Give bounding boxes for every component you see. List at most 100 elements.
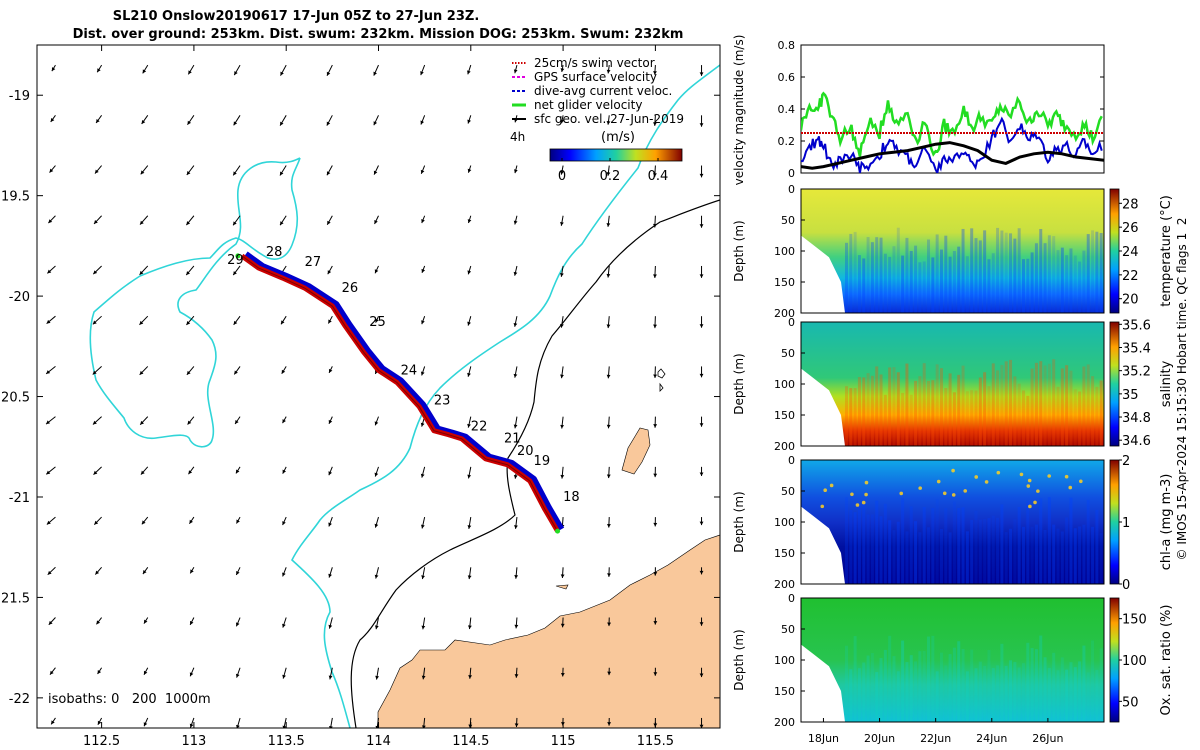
velocity-vector [143, 717, 149, 727]
section-profile-stripe [974, 510, 978, 584]
velocity-vector [47, 265, 56, 274]
section-field [801, 460, 1104, 584]
section-profile-stripe [914, 521, 918, 584]
section-profile-stripe [1099, 533, 1103, 584]
velocity-vector [93, 516, 102, 525]
section-profile-stripe [879, 516, 883, 584]
colorbar-tick-label: 24 [1122, 245, 1139, 260]
velocity-y-tick-label: 0.8 [778, 39, 796, 52]
section-profile-stripe [1065, 255, 1069, 313]
section-profile-stripe [875, 237, 879, 313]
velocity-vector-head [374, 269, 379, 274]
velocity-vector-head [235, 622, 240, 627]
colorbar-tick-label: 20 [1122, 293, 1139, 308]
velocity-vector [233, 64, 241, 76]
velocity-vector-head [328, 675, 333, 680]
velocity-vector-head [50, 117, 55, 122]
velocity-vector-head [699, 324, 704, 328]
section-profile-stripe [1056, 528, 1060, 584]
section-profile-stripe [1099, 648, 1103, 722]
chart-title-line1: SL210 Onslow20190617 17-Jun 05Z to 27-Ju… [113, 9, 480, 24]
velocity-vector-head [190, 620, 194, 625]
section-profile-stripe [948, 532, 952, 584]
section-profile-stripe [1069, 662, 1073, 722]
map-y-tick-label: -19 [9, 89, 30, 104]
colorbar-tick-label: 35 [1122, 388, 1139, 403]
time-tick-label: 24Jun [976, 732, 1007, 745]
speed-colorbar-tick-label: 0.2 [600, 169, 621, 184]
velocity-vector [46, 516, 56, 525]
surface-velocity-vectors [45, 64, 704, 728]
velocity-vector-head [653, 672, 658, 676]
velocity-vector-head [560, 623, 565, 628]
map-x-axis: 112.5 113 113.5 114 114.5 115 115.5 [83, 45, 674, 749]
section-profile-stripe [896, 521, 900, 584]
velocity-vector [46, 315, 56, 325]
velocity-vector [560, 316, 564, 328]
land-island-east [621, 427, 651, 475]
chl-sample-speck [963, 489, 968, 493]
velocity-vector [607, 717, 612, 726]
section-profile-stripe [1073, 667, 1077, 722]
colorbar-prefix: 4h [510, 130, 525, 144]
velocity-vector-head [653, 173, 657, 177]
velocity-vector-head [699, 123, 704, 127]
velocity-vector [699, 366, 704, 378]
velocity-vector-head [699, 373, 704, 378]
section-profile-stripe [883, 394, 887, 446]
velocity-vector-head [186, 171, 191, 175]
velocity-vector-head [513, 424, 518, 429]
velocity-vector-head [94, 169, 99, 174]
velocity-vector [420, 466, 426, 478]
velocity-vector [606, 165, 611, 176]
velocity-vector [421, 667, 426, 680]
velocity-vector-head [140, 420, 144, 425]
velocity-vector [467, 466, 472, 479]
velocity-vector [45, 466, 56, 475]
velocity-vector [699, 416, 704, 427]
velocity-vector [189, 516, 195, 525]
velocity-vector-head [374, 523, 379, 528]
velocity-vector [513, 64, 518, 74]
velocity-vector [653, 115, 657, 126]
velocity-vector-head [187, 420, 192, 425]
velocity-vector [513, 366, 518, 378]
section-profile-stripe [1091, 230, 1095, 313]
velocity-vector-head [421, 675, 426, 680]
velocity-vector-head [420, 169, 425, 174]
velocity-vector-head [420, 524, 425, 529]
section-profile-stripe [1034, 524, 1038, 584]
section-profile-stripe [1052, 652, 1056, 722]
velocity-vector-head [188, 70, 192, 75]
velocity-vector-head [326, 171, 331, 176]
velocity-vector-head [560, 574, 565, 578]
velocity-vector-head [606, 273, 611, 278]
depth-tick-label: 50 [781, 623, 795, 636]
section-profile-stripe [957, 246, 961, 313]
velocity-vector [326, 115, 333, 126]
velocity-vector [140, 165, 149, 175]
section-profile-stripe [987, 386, 991, 446]
section-profile-stripe [862, 662, 866, 722]
colorbar-tick-label: 0 [1122, 578, 1130, 593]
land-south-coast [377, 534, 720, 728]
section-profile-stripe [857, 668, 861, 722]
velocity-vector [606, 65, 611, 74]
velocity-y-tick-label: 0.4 [778, 103, 796, 116]
section-profile-stripe [870, 242, 874, 313]
velocity-panel: 0 0.2 0.4 0.6 0.8 velocity magnitude (m/s) [732, 35, 1105, 185]
section-profile-stripe [849, 510, 853, 584]
colorbar-label: chl-a (mg m-3) [1159, 474, 1174, 571]
section-profile-stripe [931, 257, 935, 313]
section-profile-stripe [1039, 635, 1043, 722]
depth-tick-label: 0 [788, 454, 795, 467]
velocity-vector [560, 366, 564, 379]
section-profile-stripe [888, 256, 892, 313]
velocity-vector-head [92, 420, 97, 425]
velocity-vector-head [699, 72, 704, 76]
section-profile-stripe [1017, 667, 1021, 722]
section-profile-stripe [845, 645, 848, 722]
velocity-vector [420, 165, 426, 174]
velocity-vector-head [421, 725, 426, 728]
